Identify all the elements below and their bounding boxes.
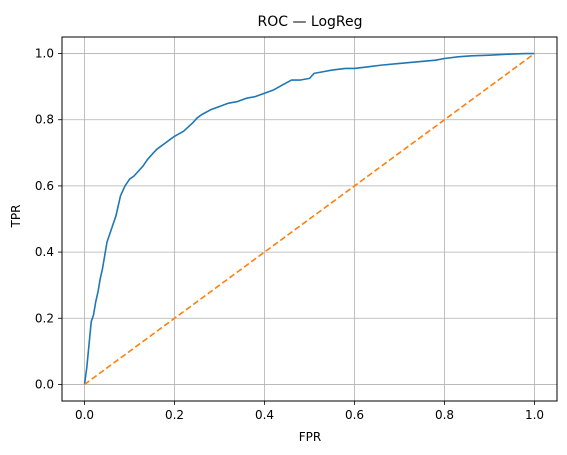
- x-tick-label: 0.6: [345, 408, 364, 422]
- y-tick-label: 0.8: [35, 113, 54, 127]
- y-axis-label: TPR: [9, 205, 23, 229]
- roc-curve-line: [83, 52, 535, 385]
- x-tick-label: 0.2: [165, 408, 184, 422]
- plot-area: [83, 52, 535, 386]
- axis-ticks: 0.0 0.2 0.4 0.6 0.8 1.0 0.0 0.2 0.4 0.6 0.8 1.0: [35, 47, 544, 422]
- x-axis-label: FPR: [299, 430, 321, 444]
- x-tick-label: 0.0: [75, 408, 94, 422]
- y-tick-label: 0.4: [35, 245, 54, 259]
- axes-frame: [61, 36, 558, 402]
- y-tick-label: 1.0: [35, 47, 54, 61]
- y-tick-label: 0.2: [35, 311, 54, 325]
- y-tick-label: 0.0: [35, 377, 54, 391]
- y-tick-label: 0.6: [35, 179, 54, 193]
- x-tick-label: 1.0: [525, 408, 544, 422]
- x-tick-label: 0.8: [435, 408, 454, 422]
- chance-diagonal-line: [84, 52, 535, 386]
- chart-title: ROC — LogReg: [257, 14, 362, 30]
- grid-lines: [62, 37, 557, 401]
- x-tick-label: 0.4: [255, 408, 274, 422]
